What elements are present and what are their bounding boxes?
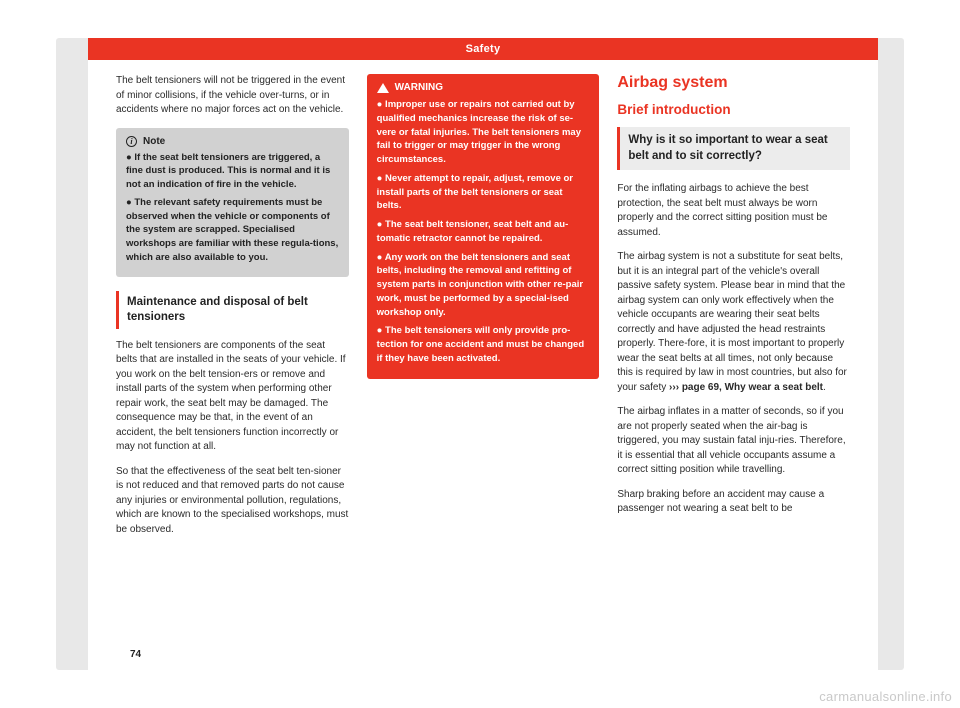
warn-bullet-5: ● The belt tensioners will only provide … bbox=[377, 324, 590, 365]
warn-bullet-1: ● Improper use or repairs not carried ou… bbox=[377, 98, 590, 167]
column-3: Airbag system Brief introduction Why is … bbox=[617, 74, 850, 547]
warn-bullet-3: ● The seat belt tensioner, seat belt and… bbox=[377, 218, 590, 246]
gray-heading: Why is it so important to wear a seat be… bbox=[628, 133, 842, 164]
warn-bullet-2: ● Never attempt to repair, adjust, remov… bbox=[377, 172, 590, 213]
warning-body: ● Improper use or repairs not carried ou… bbox=[377, 98, 590, 366]
col1-intro: The belt tensioners will not be triggere… bbox=[116, 74, 349, 118]
col1-p2: So that the effectiveness of the seat be… bbox=[116, 465, 349, 538]
note-box: i Note ● If the seat belt tensioners are… bbox=[116, 128, 349, 277]
sub-heading-box: Maintenance and disposal of belt tension… bbox=[116, 291, 349, 329]
warn-bullet-4: ● Any work on the belt tensioners and se… bbox=[377, 251, 590, 320]
page-content: Safety The belt tensioners will not be t… bbox=[88, 38, 878, 670]
heading-2: Brief introduction bbox=[617, 102, 850, 117]
watermark: carmanualsonline.info bbox=[819, 689, 952, 704]
header-bar: Safety bbox=[88, 38, 878, 60]
note-header: i Note bbox=[126, 136, 339, 147]
warning-box: WARNING ● Improper use or repairs not ca… bbox=[367, 74, 600, 379]
col3-p4: Sharp braking before an accident may cau… bbox=[617, 488, 850, 517]
header-title: Safety bbox=[466, 43, 501, 55]
col3-p2: The airbag system is not a substitute fo… bbox=[617, 250, 850, 395]
warning-label: WARNING bbox=[395, 82, 443, 93]
column-2: WARNING ● Improper use or repairs not ca… bbox=[367, 74, 600, 547]
col3-p2b: . bbox=[823, 382, 826, 393]
col3-p1: For the inflating airbags to achieve the… bbox=[617, 182, 850, 240]
columns: The belt tensioners will not be triggere… bbox=[88, 60, 878, 547]
page-background: Safety The belt tensioners will not be t… bbox=[56, 38, 904, 670]
note-bullet-1: ● If the seat belt tensioners are trigge… bbox=[126, 151, 339, 192]
col3-p2a: The airbag system is not a substitute fo… bbox=[617, 251, 847, 393]
col3-p3: The airbag inflates in a matter of secon… bbox=[617, 405, 850, 478]
note-body: ● If the seat belt tensioners are trigge… bbox=[126, 151, 339, 265]
info-icon: i bbox=[126, 136, 137, 147]
warning-icon bbox=[377, 83, 389, 93]
gray-heading-box: Why is it so important to wear a seat be… bbox=[617, 127, 850, 170]
page-reference-link: ››› page 69, Why wear a seat belt bbox=[669, 382, 823, 393]
page-number: 74 bbox=[130, 649, 141, 660]
warning-header: WARNING bbox=[377, 82, 590, 93]
note-label: Note bbox=[143, 136, 165, 147]
column-1: The belt tensioners will not be triggere… bbox=[116, 74, 349, 547]
note-bullet-2: ● The relevant safety requirements must … bbox=[126, 196, 339, 265]
col1-p1: The belt tensioners are components of th… bbox=[116, 339, 349, 455]
sub-heading: Maintenance and disposal of belt tension… bbox=[127, 295, 349, 325]
heading-1: Airbag system bbox=[617, 74, 850, 92]
